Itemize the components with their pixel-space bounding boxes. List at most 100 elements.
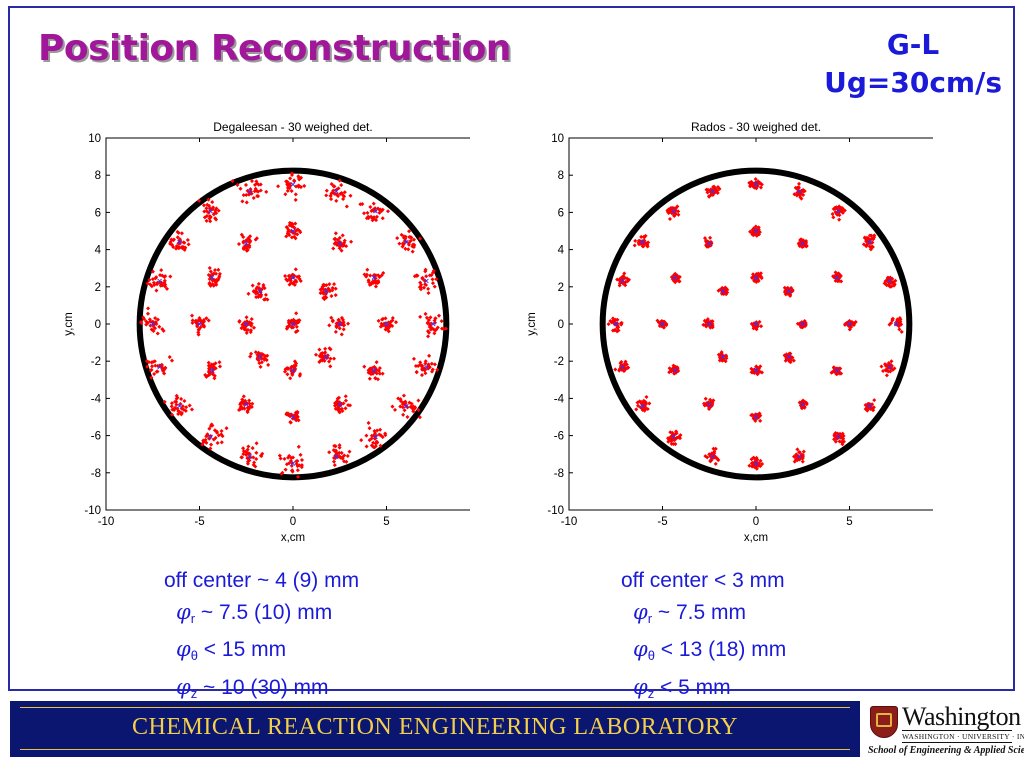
reconstructed-point [247, 240, 252, 245]
phi-sub-r: r [647, 610, 653, 626]
y-tick-label: 10 [88, 133, 101, 145]
reconstructed-point [882, 362, 888, 367]
reconstructed-point [211, 205, 216, 210]
stat-offcenter: off center < 3 mm [621, 569, 785, 592]
reconstructed-point [749, 366, 754, 371]
reconstructed-point [245, 461, 250, 466]
reconstructed-point [362, 364, 367, 369]
reconstructed-point [295, 411, 300, 416]
true-position-marker [893, 321, 899, 327]
reconstructed-point [207, 426, 212, 431]
reconstructed-point [206, 363, 211, 368]
reconstructed-point [622, 271, 627, 276]
reconstructed-point [420, 276, 425, 281]
reconstructed-point [782, 285, 787, 290]
reconstructed-point [184, 405, 189, 410]
reconstructed-point [284, 462, 289, 467]
reconstructed-point [852, 321, 857, 326]
reconstructed-point [292, 225, 297, 230]
reconstructed-point [346, 321, 351, 326]
reconstructed-point [703, 454, 708, 459]
true-position-marker [640, 403, 645, 409]
reconstructed-point [323, 346, 328, 351]
reconstructed-point [157, 324, 162, 329]
reconstructed-point [715, 184, 720, 190]
y-tick-label: 4 [558, 245, 565, 257]
reconstructed-point [889, 363, 894, 368]
reconstructed-point [244, 248, 249, 253]
reconstructed-point [264, 358, 269, 363]
reconstructed-point [399, 232, 404, 237]
reconstructed-point [677, 279, 682, 284]
reconstructed-point [245, 456, 250, 461]
reconstructed-point [703, 396, 708, 401]
reconstructed-point [674, 431, 679, 436]
reconstructed-point [339, 183, 344, 188]
reconstructed-point [416, 398, 421, 403]
reconstructed-point [432, 284, 437, 289]
y-tick-label: 2 [95, 282, 101, 294]
reconstructed-point [748, 229, 753, 234]
reconstructed-point [405, 414, 410, 420]
reconstructed-point [163, 284, 168, 289]
reconstructed-point [829, 370, 834, 375]
reconstructed-point [750, 232, 755, 237]
reconstructed-point [349, 239, 354, 244]
reconstructed-point [889, 359, 894, 364]
reconstructed-point [264, 189, 269, 194]
reconstructed-point [159, 268, 164, 273]
reconstructed-point [713, 455, 718, 460]
reconstructed-point [147, 277, 152, 282]
reconstructed-point [612, 328, 617, 333]
true-position-marker [209, 368, 215, 373]
y-tick-label: -10 [547, 505, 564, 517]
reconstructed-point [219, 432, 224, 437]
true-position-marker [334, 454, 339, 459]
reconstructed-point [716, 458, 721, 463]
logo-school: School of Engineering & Applied Science [868, 745, 1024, 756]
true-position-marker [247, 454, 252, 459]
reconstructed-point [212, 211, 217, 216]
reconstructed-point [256, 194, 261, 199]
reconstructed-point [296, 320, 301, 325]
true-position-marker [753, 368, 759, 373]
reconstructed-point [247, 401, 252, 406]
true-position-marker [257, 354, 263, 360]
true-position-marker [257, 288, 263, 294]
true-position-marker [887, 278, 892, 284]
reconstructed-point [663, 322, 668, 327]
true-position-marker [834, 275, 840, 280]
reconstructed-point [327, 450, 332, 455]
reconstructed-point [149, 375, 154, 380]
reconstructed-point [249, 323, 254, 328]
reconstructed-point [251, 289, 256, 294]
reconstructed-point [169, 404, 174, 409]
reconstructed-point [208, 215, 213, 220]
reconstructed-point [320, 358, 325, 363]
reconstructed-point [245, 405, 251, 410]
reconstructed-point [801, 238, 806, 243]
reconstructed-point [371, 280, 376, 285]
stat-phi-theta: φθ < 15 mm [164, 634, 359, 672]
reconstructed-point [831, 215, 836, 220]
reconstructed-point [899, 329, 904, 334]
reconstructed-point [138, 320, 143, 325]
reconstructed-point [204, 209, 209, 214]
reconstructed-point [255, 181, 260, 186]
reconstructed-point [800, 459, 805, 464]
reconstructed-point [633, 238, 638, 243]
reconstructed-point [340, 456, 345, 461]
reconstructed-point [872, 398, 877, 403]
y-tick-label: -6 [554, 431, 564, 443]
true-position-marker [337, 402, 343, 407]
true-position-marker [620, 278, 625, 284]
reconstructed-point [206, 318, 211, 323]
reconstructed-point [284, 326, 289, 331]
reconstructed-point [176, 244, 181, 249]
reconstructed-point [284, 225, 289, 230]
reconstructed-point [258, 293, 263, 298]
reconstructed-point [327, 323, 332, 328]
reconstructed-point [253, 237, 258, 242]
reconstructed-point [617, 283, 622, 288]
reconstructed-point [366, 214, 371, 219]
